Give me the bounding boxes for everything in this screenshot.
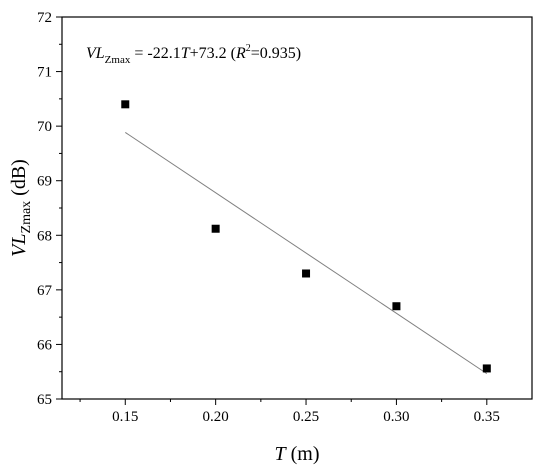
y-tick-label: 70 xyxy=(37,119,52,135)
regression-line xyxy=(124,132,488,375)
x-axis-ticks: 0.15 0.20 0.25 0.30 0.35 xyxy=(79,399,500,425)
y-tick-label: 66 xyxy=(37,337,53,353)
x-axis-label: T (m) xyxy=(274,443,319,465)
y-axis-label: VLZmax (dB) xyxy=(8,159,34,257)
data-point xyxy=(392,302,401,311)
y-tick-label: 69 xyxy=(37,174,52,190)
y-tick-label: 67 xyxy=(37,283,53,299)
data-point xyxy=(211,224,220,233)
plot-frame xyxy=(61,16,533,400)
data-points xyxy=(121,100,491,373)
x-tick-label: 0.35 xyxy=(474,409,500,425)
x-tick-label: 0.25 xyxy=(293,409,319,425)
y-tick-label: 71 xyxy=(37,65,52,81)
x-tick-label: 0.15 xyxy=(112,409,138,425)
data-point xyxy=(482,364,491,373)
data-point xyxy=(302,269,311,278)
data-point xyxy=(121,100,130,109)
y-tick-label: 65 xyxy=(37,392,52,408)
y-axis-ticks: 65 66 67 68 69 70 71 72 xyxy=(37,10,62,408)
x-tick-label: 0.20 xyxy=(203,409,229,425)
y-tick-label: 72 xyxy=(37,10,52,26)
regression-equation: VLZmax = -22.1T+73.2 (R2=0.935) xyxy=(86,43,301,66)
x-tick-label: 0.30 xyxy=(383,409,409,425)
y-tick-label: 68 xyxy=(37,228,52,244)
